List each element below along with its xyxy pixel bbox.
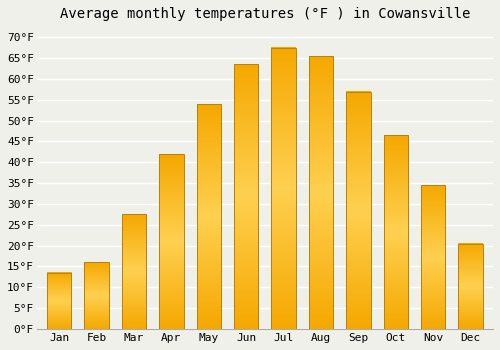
Bar <box>47 273 72 329</box>
Bar <box>122 214 146 329</box>
Bar <box>84 262 108 329</box>
Bar <box>196 104 221 329</box>
Bar <box>159 154 184 329</box>
Bar <box>384 135 408 329</box>
Bar <box>421 185 446 329</box>
Bar <box>309 56 333 329</box>
Bar <box>234 64 258 329</box>
Title: Average monthly temperatures (°F ) in Cowansville: Average monthly temperatures (°F ) in Co… <box>60 7 470 21</box>
Bar <box>458 244 483 329</box>
Bar <box>346 91 370 329</box>
Bar <box>272 48 295 329</box>
